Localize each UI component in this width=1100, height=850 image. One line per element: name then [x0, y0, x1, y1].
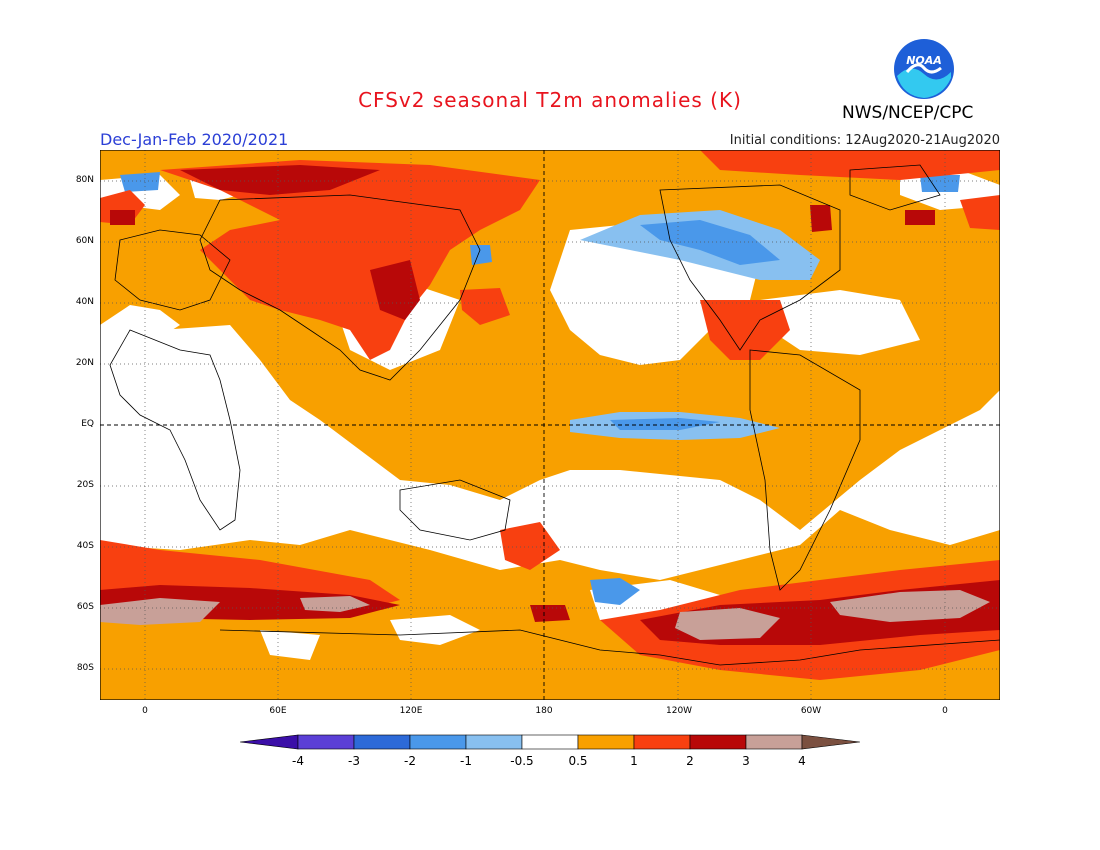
longitude-tick-label: 120E	[399, 706, 423, 716]
colorbar-label: -1	[460, 754, 472, 768]
colorbar-label: -0.5	[510, 754, 533, 768]
latitude-tick-label: 60N	[75, 236, 94, 246]
colorbar-segment	[577, 734, 635, 750]
longitude-tick-label: 0	[942, 706, 948, 716]
latitude-tick-label: EQ	[81, 419, 94, 429]
latitude-tick-label: 80N	[75, 175, 94, 185]
colorbar: -4 -3 -2 -1 -0.5 0.5 1 2 3 4	[240, 734, 860, 768]
colorbar-segment	[801, 734, 860, 750]
colorbar-segment	[297, 734, 355, 750]
latitude-tick-label: 20N	[75, 358, 94, 368]
season-label: Dec-Jan-Feb 2020/2021	[100, 130, 289, 149]
longitude-tick-label: 60E	[269, 706, 287, 716]
colorbar-label: 2	[686, 754, 694, 768]
colorbar-label: 3	[742, 754, 750, 768]
colorbar-segment	[521, 734, 579, 750]
anomaly-map	[100, 150, 1000, 700]
colorbar-segment	[240, 734, 299, 750]
colorbar-segment	[745, 734, 803, 750]
logo-text: NOAA	[906, 54, 942, 67]
longitude-tick-label: 0	[142, 706, 148, 716]
colorbar-segment	[353, 734, 411, 750]
latitude-tick-label: 40S	[76, 541, 94, 551]
initial-conditions-label: Initial conditions: 12Aug2020-21Aug2020	[729, 133, 1000, 148]
noaa-logo-icon: NOAA	[894, 39, 954, 99]
brand-label: NWS/NCEP/CPC	[842, 103, 974, 123]
latitude-tick-label: 80S	[76, 663, 94, 673]
colorbar-segment	[689, 734, 747, 750]
latitude-tick-label: 40N	[75, 297, 94, 307]
colorbar-segment	[465, 734, 523, 750]
colorbar-label: 1	[630, 754, 638, 768]
map-title: CFSv2 seasonal T2m anomalies (K)	[358, 88, 742, 112]
colorbar-segment	[409, 734, 467, 750]
coastlines	[100, 164, 1000, 700]
latitude-tick-label: 60S	[76, 602, 94, 612]
colorbar-segment	[633, 734, 691, 750]
longitude-tick-label: 60W	[800, 706, 822, 716]
colorbar-label: -3	[348, 754, 360, 768]
colorbar-label: 0.5	[568, 754, 587, 768]
latitude-tick-label: 20S	[76, 480, 94, 490]
colorbar-label: -2	[404, 754, 416, 768]
longitude-tick-label: 120W	[666, 706, 693, 716]
longitude-tick-label: 180	[535, 706, 553, 716]
negative-anomaly-regions	[120, 172, 960, 605]
colorbar-label: 4	[798, 754, 806, 768]
equator-and-dateline	[100, 150, 1000, 700]
colorbar-label: -4	[292, 754, 304, 768]
